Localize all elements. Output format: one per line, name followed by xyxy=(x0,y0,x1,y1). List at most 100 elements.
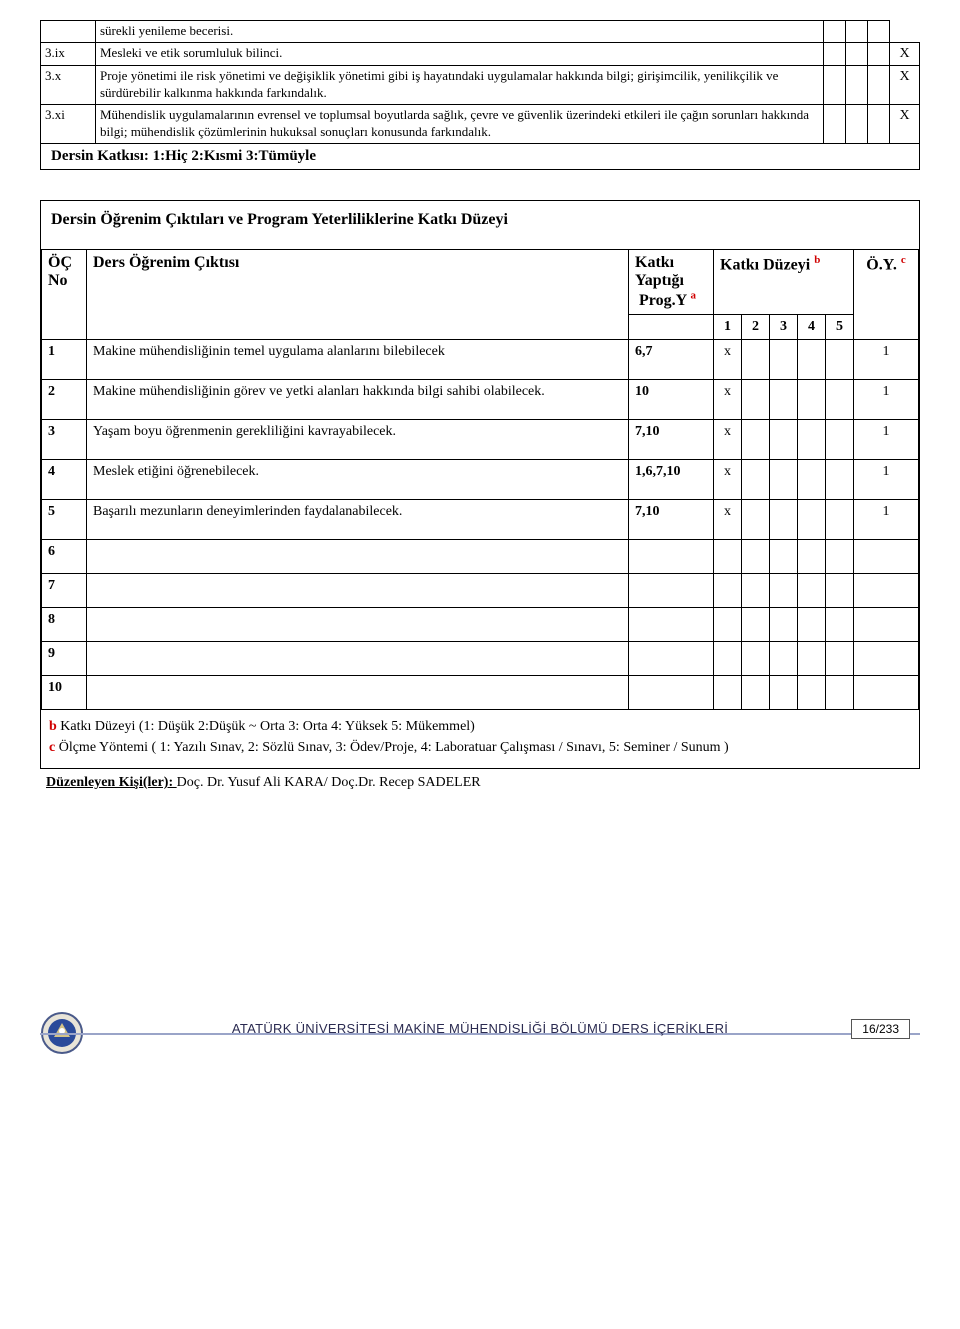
oy-cell xyxy=(854,607,919,641)
level-cell xyxy=(798,419,826,459)
page-number: 16/233 xyxy=(851,1019,910,1039)
prog-y-cell xyxy=(629,607,714,641)
learning-outcomes-table: ÖÇ No Ders Öğrenim Çıktısı Katkı Yaptığı… xyxy=(41,249,919,710)
prog-y-cell xyxy=(629,641,714,675)
mark-cell xyxy=(824,104,846,143)
level-cell xyxy=(826,499,854,539)
level-cell xyxy=(742,379,770,419)
header-ders: Ders Öğrenim Çıktısı xyxy=(87,249,629,339)
row-text: Mühendislik uygulamalarının evrensel ve … xyxy=(96,104,824,143)
mark-cell xyxy=(868,66,890,105)
section-title: Dersin Öğrenim Çıktıları ve Program Yete… xyxy=(41,201,919,249)
level-cell xyxy=(798,539,826,573)
prog-y-cell: 6,7 xyxy=(629,339,714,379)
level-cell xyxy=(798,607,826,641)
level-cell xyxy=(770,499,798,539)
level-cell: x xyxy=(714,419,742,459)
outcome-no: 10 xyxy=(42,675,87,709)
row-id: 3.xi xyxy=(41,104,96,143)
row-id: 3.ix xyxy=(41,42,96,65)
level-cell xyxy=(770,573,798,607)
oy-cell: 1 xyxy=(854,379,919,419)
outcome-no: 1 xyxy=(42,339,87,379)
outcome-text xyxy=(87,573,629,607)
mark-cell xyxy=(824,21,846,43)
level-cell xyxy=(826,607,854,641)
side-mark: X xyxy=(890,104,920,143)
level-header: 2 xyxy=(742,314,770,339)
level-cell xyxy=(826,675,854,709)
oy-cell: 1 xyxy=(854,499,919,539)
outcome-no: 8 xyxy=(42,607,87,641)
mark-cell xyxy=(868,104,890,143)
level-cell xyxy=(798,459,826,499)
row-text: Mesleki ve etik sorumluluk bilinci. xyxy=(96,42,824,65)
level-cell xyxy=(770,675,798,709)
level-cell xyxy=(742,573,770,607)
oy-cell xyxy=(854,539,919,573)
outcome-no: 4 xyxy=(42,459,87,499)
oy-cell: 1 xyxy=(854,339,919,379)
prog-y-cell xyxy=(629,573,714,607)
prog-y-cell xyxy=(629,539,714,573)
oy-cell: 1 xyxy=(854,419,919,459)
row-id: 3.x xyxy=(41,66,96,105)
mark-cell xyxy=(824,66,846,105)
learning-outcomes-section: Dersin Öğrenim Çıktıları ve Program Yete… xyxy=(40,200,920,769)
prog-y-cell xyxy=(629,675,714,709)
level-cell xyxy=(714,573,742,607)
oy-cell xyxy=(854,573,919,607)
level-cell xyxy=(826,459,854,499)
row-text: Proje yönetimi ile risk yönetimi ve deği… xyxy=(96,66,824,105)
dersin-katkisi-legend: Dersin Katkısı: 1:Hiç 2:Kısmi 3:Tümüyle xyxy=(40,144,920,170)
level-cell xyxy=(714,675,742,709)
level-cell xyxy=(742,459,770,499)
outcomes-upper-table: sürekli yenileme becerisi.3.ixMesleki ve… xyxy=(40,20,920,144)
oy-cell xyxy=(854,675,919,709)
level-cell: x xyxy=(714,499,742,539)
level-cell xyxy=(742,641,770,675)
outcome-text xyxy=(87,675,629,709)
prog-y-cell: 7,10 xyxy=(629,499,714,539)
mark-cell xyxy=(824,42,846,65)
level-cell xyxy=(714,641,742,675)
level-header: 5 xyxy=(826,314,854,339)
level-cell xyxy=(770,607,798,641)
footer-text: ATATÜRK ÜNİVERSİTESİ MAKİNE MÜHENDİSLİĞİ… xyxy=(40,1021,920,1036)
prog-y-cell: 10 xyxy=(629,379,714,419)
level-cell xyxy=(742,607,770,641)
header-katki: Katkı Yaptığı Prog.Y a xyxy=(629,249,714,314)
level-cell: x xyxy=(714,379,742,419)
level-cell xyxy=(770,459,798,499)
level-cell xyxy=(826,339,854,379)
level-cell xyxy=(826,419,854,459)
level-cell xyxy=(742,675,770,709)
level-cell xyxy=(798,573,826,607)
level-cell xyxy=(770,419,798,459)
mark-cell xyxy=(868,42,890,65)
level-cell xyxy=(742,499,770,539)
level-cell xyxy=(798,499,826,539)
mark-cell xyxy=(846,21,868,43)
outcome-text xyxy=(87,539,629,573)
level-cell xyxy=(798,675,826,709)
side-mark: X xyxy=(890,42,920,65)
outcome-text: Makine mühendisliğinin görev ve yetki al… xyxy=(87,379,629,419)
level-header: 4 xyxy=(798,314,826,339)
header-oy: Ö.Y. c xyxy=(854,249,919,339)
level-cell xyxy=(826,379,854,419)
row-id xyxy=(41,21,96,43)
level-cell xyxy=(798,641,826,675)
level-cell xyxy=(826,539,854,573)
prog-y-cell: 1,6,7,10 xyxy=(629,459,714,499)
level-header: 1 xyxy=(714,314,742,339)
side-mark: X xyxy=(890,66,920,105)
footnotes: b Katkı Düzeyi (1: Düşük 2:Düşük ~ Orta … xyxy=(41,710,919,768)
level-cell xyxy=(714,607,742,641)
level-cell xyxy=(798,379,826,419)
page-footer: ATATÜRK ÜNİVERSİTESİ MAKİNE MÜHENDİSLİĞİ… xyxy=(40,1011,920,1067)
level-cell xyxy=(770,539,798,573)
oy-cell xyxy=(854,641,919,675)
level-cell xyxy=(742,419,770,459)
header-duzeyi: Katkı Düzeyi b xyxy=(714,249,854,314)
